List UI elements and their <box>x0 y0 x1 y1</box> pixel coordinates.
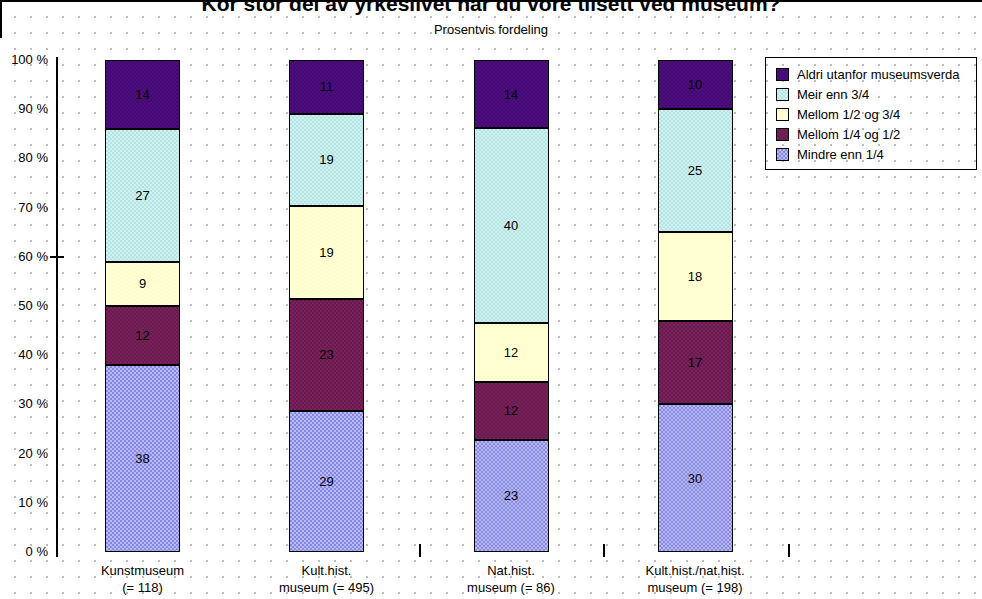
legend-label: Meir enn 3/4 <box>797 87 869 102</box>
segment-value-label: 25 <box>688 163 702 178</box>
bar-segment: 23 <box>474 440 549 552</box>
segment-value-label: 38 <box>135 451 149 466</box>
bar-segment: 9 <box>105 262 180 306</box>
y-axis-tick-label: 40 % <box>0 347 48 363</box>
x-axis-tick-mark <box>603 544 605 557</box>
legend-label: Mellom 1/2 og 3/4 <box>797 107 900 122</box>
category-label-line1: Nat.hist. <box>416 562 606 579</box>
legend-label: Mellom 1/4 og 1/2 <box>797 127 900 142</box>
y-axis-tick-label: 100 % <box>0 52 48 68</box>
bar-segment: 11 <box>289 60 364 114</box>
x-axis-category-label: Kult.hist./nat.hist.museum (= 198) <box>600 562 790 596</box>
y-axis-tick-label: 50 % <box>0 298 48 314</box>
segment-value-label: 23 <box>504 488 518 503</box>
chart-title: Kor stor del av yrkeslivet har du vore t… <box>0 0 982 16</box>
bar-segment: 25 <box>658 109 733 232</box>
category-label-line1: Kunstmuseum <box>48 562 238 579</box>
legend-box: Aldri utanfor museumsverda Meir enn 3/4 Me… <box>765 57 977 170</box>
bar-segment: 19 <box>289 114 364 207</box>
legend-item: Mellom 1/2 og 3/4 <box>776 104 976 124</box>
segment-value-label: 18 <box>688 269 702 284</box>
chart-canvas: Kor stor del av yrkeslivet har du vore t… <box>0 0 982 599</box>
category-label-line1: Kult.hist. <box>232 562 422 579</box>
y-axis-tick-mark <box>50 256 64 258</box>
y-axis-line <box>56 57 58 557</box>
legend-item: Meir enn 3/4 <box>776 84 976 104</box>
bar-segment: 27 <box>105 129 180 262</box>
segment-value-label: 19 <box>319 245 333 260</box>
category-label-line2: museum (= 86) <box>416 579 606 596</box>
y-axis-tick-label: 60 % <box>0 249 48 265</box>
category-label-line2: museum (= 495) <box>232 579 422 596</box>
legend-swatch <box>776 88 789 101</box>
legend-item: Mellom 1/4 og 1/2 <box>776 124 976 144</box>
segment-value-label: 40 <box>504 218 518 233</box>
legend-label: Mindre enn 1/4 <box>797 147 884 162</box>
x-axis-category-label: Kunstmuseum(= 118) <box>48 562 238 596</box>
category-label-line1: Kult.hist./nat.hist. <box>600 562 790 579</box>
bar-segment: 12 <box>474 382 549 440</box>
bar-segment: 38 <box>105 365 180 552</box>
bar-segment: 18 <box>658 232 733 321</box>
segment-value-label: 19 <box>319 152 333 167</box>
x-axis-category-label: Kult.hist.museum (= 495) <box>232 562 422 596</box>
segment-value-label: 9 <box>139 276 146 291</box>
x-axis-tick-mark <box>788 544 790 557</box>
y-axis-tick-label: 0 % <box>0 544 48 560</box>
legend-label: Aldri utanfor museumsverda <box>797 67 960 82</box>
y-axis-tick-label: 10 % <box>0 495 48 511</box>
segment-value-label: 29 <box>319 474 333 489</box>
segment-value-label: 10 <box>688 77 702 92</box>
bar-segment: 19 <box>289 206 364 299</box>
legend-swatch <box>776 128 789 141</box>
bar-segment: 29 <box>289 411 364 552</box>
y-axis-tick-label: 90 % <box>0 101 48 117</box>
segment-value-label: 23 <box>319 347 333 362</box>
segment-value-label: 12 <box>504 345 518 360</box>
bar-segment: 12 <box>105 306 180 365</box>
segment-value-label: 14 <box>135 87 149 102</box>
legend-items: Aldri utanfor museumsverda Meir enn 3/4 Me… <box>776 64 976 164</box>
bar-segment: 23 <box>289 299 364 411</box>
legend-item: Mindre enn 1/4 <box>776 144 976 164</box>
segment-value-label: 30 <box>688 471 702 486</box>
x-axis-category-label: Nat.hist.museum (= 86) <box>416 562 606 596</box>
chart-subtitle: Prosentvis fordeling <box>0 22 982 38</box>
bar-segment: 12 <box>474 323 549 381</box>
bar-segment: 14 <box>474 60 549 128</box>
bar-segment: 17 <box>658 321 733 405</box>
segment-value-label: 14 <box>504 87 518 102</box>
y-axis-tick-label: 20 % <box>0 446 48 462</box>
legend-item: Aldri utanfor museumsverda <box>776 64 976 84</box>
category-label-line2: museum (= 198) <box>600 579 790 596</box>
bar-segment: 10 <box>658 60 733 109</box>
bar-segment: 40 <box>474 128 549 323</box>
segment-value-label: 11 <box>320 79 334 94</box>
segment-value-label: 27 <box>135 188 149 203</box>
legend-swatch <box>776 108 789 121</box>
segment-value-label: 17 <box>688 355 702 370</box>
segment-value-label: 12 <box>135 328 149 343</box>
legend-swatch <box>776 148 789 161</box>
x-axis-tick-mark <box>419 544 421 557</box>
y-axis-tick-label: 30 % <box>0 396 48 412</box>
segment-value-label: 12 <box>504 403 518 418</box>
bar-segment: 14 <box>105 60 180 129</box>
bar-segment: 30 <box>658 404 733 552</box>
y-axis-tick-label: 70 % <box>0 200 48 216</box>
legend-swatch <box>776 68 789 81</box>
y-axis-tick-label: 80 % <box>0 150 48 166</box>
category-label-line2: (= 118) <box>48 579 238 596</box>
